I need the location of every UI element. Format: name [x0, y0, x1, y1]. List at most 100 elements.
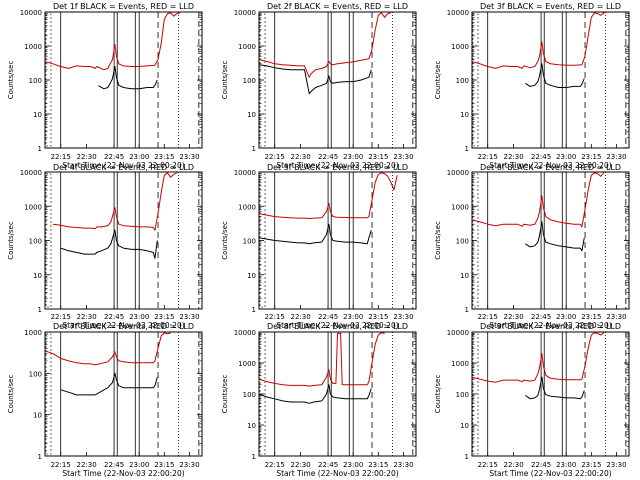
y-tick-label: 10000 — [234, 169, 256, 177]
x-tick-label: 22:15 — [51, 313, 71, 321]
series-line-events — [525, 221, 585, 252]
y-tick-label: 1000 — [24, 203, 42, 211]
series-line-lld — [258, 172, 398, 219]
y-axis-label: Counts/sec — [434, 61, 442, 100]
y-tick-label: 100 — [243, 391, 256, 399]
edge-bracket — [45, 173, 52, 308]
x-tick-label: 22:30 — [291, 461, 311, 469]
x-tick-label: 22:45 — [318, 313, 338, 321]
x-tick-label: 22:15 — [478, 461, 498, 469]
x-tick-label: 23:30 — [393, 313, 413, 321]
y-tick-label: 100 — [456, 238, 469, 246]
panel-6: Det 6f BLACK = Events, RED = LLD 1 10 100 10… — [434, 163, 630, 330]
y-tick-label: 10 — [247, 111, 256, 119]
y-tick-label: 1 — [465, 453, 469, 461]
x-tick-label: 22:30 — [291, 313, 311, 321]
edge-bracket — [472, 13, 479, 147]
series-line-lld — [44, 12, 181, 71]
x-tick-label: 23:00 — [556, 461, 576, 469]
x-tick-label: 22:15 — [265, 153, 285, 161]
y-tick-label: 10000 — [447, 9, 469, 17]
x-tick-label: 23:15 — [154, 153, 174, 161]
x-tick-label: 23:15 — [368, 313, 388, 321]
y-tick-label: 1000 — [238, 203, 256, 211]
series-line-events — [525, 376, 585, 400]
x-tick-label: 22:15 — [265, 461, 285, 469]
series-line-events — [60, 229, 158, 259]
y-tick-label: 100 — [29, 77, 42, 85]
y-tick-label: 10 — [460, 111, 469, 119]
series-line-lld — [258, 12, 392, 78]
x-tick-label: 23:30 — [606, 313, 626, 321]
x-tick-label: 23:00 — [129, 313, 149, 321]
series-line-events — [258, 384, 372, 404]
y-axis-label: Counts/sec — [7, 221, 15, 260]
x-tick-label: 23:00 — [343, 153, 363, 161]
x-tick-label: 23:15 — [581, 313, 601, 321]
y-tick-label: 100 — [456, 391, 469, 399]
y-tick-label: 100 — [29, 238, 42, 246]
y-tick-label: 1 — [38, 306, 42, 314]
plot-frame — [44, 171, 203, 310]
panel-title: Det 3f BLACK = Events, RED = LLD — [480, 2, 621, 11]
panel-title: Det 5f BLACK = Events, RED = LLD — [267, 163, 408, 172]
x-tick-label: 22:15 — [265, 313, 285, 321]
x-tick-label: 22:45 — [531, 313, 551, 321]
x-tick-label: 23:00 — [129, 153, 149, 161]
panel-title: Det 1f BLACK = Events, RED = LLD — [53, 2, 194, 11]
x-tick-label: 22:15 — [478, 313, 498, 321]
x-tick-label: 23:30 — [179, 313, 199, 321]
panel-4: Det 4f BLACK = Events, RED = LLD 1 10 100 10… — [7, 163, 203, 330]
panel-title: Det 6f BLACK = Events, RED = LLD — [480, 163, 621, 172]
series-line-lld — [471, 11, 608, 69]
x-tick-label: 23:15 — [368, 461, 388, 469]
x-axis-label: Start Time (22-Nov-03 22:00:20) — [62, 321, 184, 330]
edge-bracket — [472, 333, 479, 455]
series-line-lld — [471, 172, 605, 228]
plot-frame — [44, 11, 203, 149]
x-tick-label: 22:30 — [504, 313, 524, 321]
panel-title: Det 9f BLACK = Events, RED = LLD — [480, 322, 621, 331]
x-axis-label: Start Time (22-Nov-03 22:00:20) — [276, 161, 398, 170]
x-axis-label: Start Time (22-Nov-03 22:00:20) — [62, 469, 184, 478]
x-axis-label: Start Time (22-Nov-03 22:00:20) — [489, 469, 611, 478]
series-line-lld — [44, 332, 171, 366]
edge-bracket — [45, 333, 52, 455]
y-tick-label: 100 — [243, 77, 256, 85]
y-tick-label: 1000 — [238, 360, 256, 368]
panel-7: Det 7f BLACK = Events, RED = LLD 1 10 100 10… — [7, 322, 203, 478]
series-line-events — [60, 372, 158, 396]
y-tick-label: 10000 — [20, 9, 42, 17]
y-tick-label: 1000 — [451, 203, 469, 211]
panel-5: Det 5f BLACK = Events, RED = LLD 1 10 100 10… — [221, 163, 417, 330]
x-tick-label: 23:00 — [343, 313, 363, 321]
x-tick-label: 22:45 — [104, 313, 124, 321]
y-axis-label: Counts/sec — [221, 375, 229, 414]
panel-title: Det 2f BLACK = Events, RED = LLD — [267, 2, 408, 11]
y-tick-label: 1 — [38, 145, 42, 153]
x-tick-label: 23:30 — [179, 153, 199, 161]
y-tick-label: 10 — [33, 412, 42, 420]
x-axis-label: Start Time (22-Nov-03 22:00:20) — [489, 321, 611, 330]
panel-title: Det 7f BLACK = Events, RED = LLD — [53, 322, 194, 331]
x-tick-label: 22:30 — [77, 313, 97, 321]
x-tick-label: 22:45 — [531, 461, 551, 469]
edge-bracket — [259, 173, 266, 308]
x-tick-label: 22:15 — [51, 461, 71, 469]
x-tick-label: 22:30 — [77, 461, 97, 469]
y-tick-label: 1000 — [24, 43, 42, 51]
y-tick-label: 10 — [33, 111, 42, 119]
x-tick-label: 22:30 — [504, 153, 524, 161]
x-axis-label: Start Time (22-Nov-03 22:00:20) — [276, 321, 398, 330]
x-tick-label: 23:00 — [556, 153, 576, 161]
y-axis-label: Counts/sec — [7, 61, 15, 100]
y-tick-label: 10000 — [447, 329, 469, 337]
y-tick-label: 10000 — [20, 169, 42, 177]
panel-2: Det 2f BLACK = Events, RED = LLD 1 10 100 10… — [221, 2, 417, 170]
panel-9: Det 9f BLACK = Events, RED = LLD 1 10 100 10… — [434, 322, 630, 478]
x-tick-label: 23:00 — [556, 313, 576, 321]
y-axis-label: Counts/sec — [434, 221, 442, 260]
x-tick-label: 22:45 — [531, 153, 551, 161]
plot-frame — [471, 11, 630, 149]
